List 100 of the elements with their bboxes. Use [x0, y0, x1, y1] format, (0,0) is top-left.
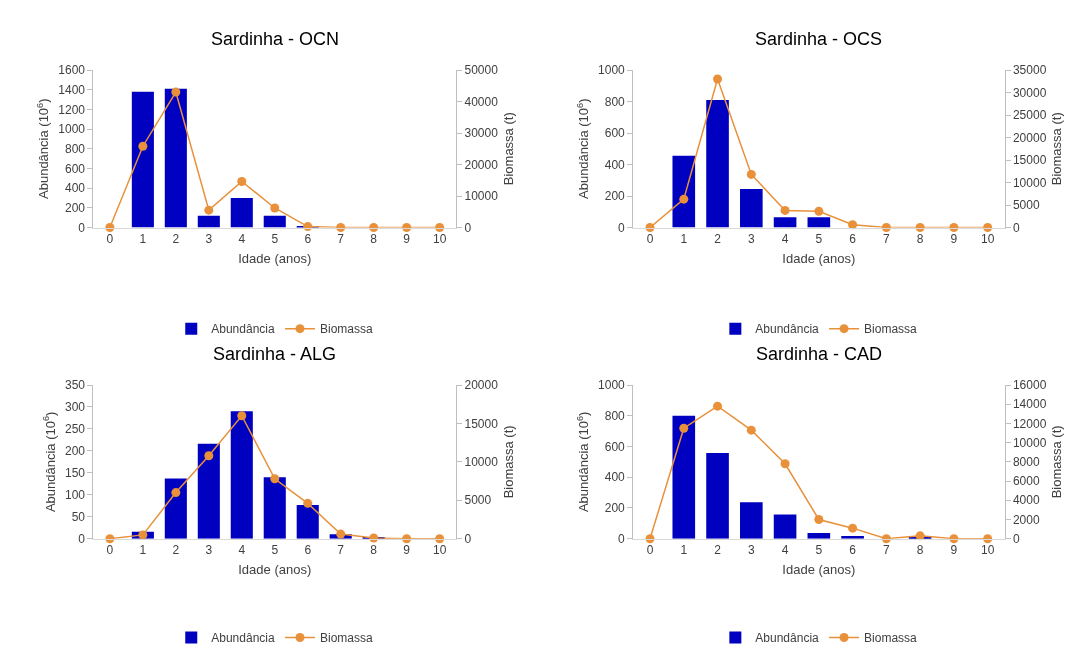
- y2-tick-label: 10000: [1012, 175, 1047, 190]
- y-tick-label: 100: [64, 488, 86, 502]
- y-tick-label: 400: [604, 157, 626, 172]
- y2-tick-label: 10000: [464, 189, 499, 204]
- x-tick-label: 2: [714, 543, 722, 558]
- y-tick-label: 1000: [598, 63, 626, 78]
- x-tick-label: 10: [980, 231, 995, 246]
- y2-tick-label: 35000: [1012, 63, 1047, 78]
- y2-tick-label: 2000: [1012, 512, 1040, 527]
- x-tick-label: 5: [271, 231, 279, 246]
- y2-tick-label: 20000: [464, 157, 499, 172]
- y-tick-label: 600: [604, 126, 626, 141]
- y2-tick-label: 14000: [1012, 397, 1047, 412]
- legend-label: Abundância: [211, 631, 275, 646]
- y-tick-label: 1200: [58, 102, 86, 117]
- y2-tick-label: 12000: [1012, 416, 1047, 431]
- x-tick-label: 1: [139, 231, 147, 246]
- x-tick-label: 2: [714, 231, 722, 246]
- x-tick-label: 6: [849, 543, 857, 558]
- y-tick-label: 300: [64, 400, 86, 415]
- x-tick-label: 0: [106, 543, 114, 558]
- x-tick-label: 10: [432, 543, 447, 558]
- y-tick-label: 200: [64, 201, 86, 216]
- x-tick-label: 9: [403, 543, 411, 558]
- x-tick-label: 3: [747, 231, 755, 246]
- legend-label: Biomassa: [319, 631, 373, 646]
- x-tick-label: 0: [106, 231, 114, 246]
- x-axis-title: Idade (anos): [238, 250, 312, 266]
- chart-title: Sardinha - OCN: [211, 29, 340, 49]
- y2-tick-label: 15000: [1012, 153, 1047, 168]
- x-tick-label: 10: [980, 543, 995, 558]
- y2-tick-label: 50000: [464, 63, 499, 78]
- y-tick-label: 600: [64, 161, 86, 176]
- x-tick-label: 5: [815, 231, 823, 246]
- x-tick-label: 8: [370, 543, 378, 558]
- y-tick-label: 600: [604, 439, 626, 454]
- x-tick-label: 8: [916, 543, 924, 558]
- x-tick-label: 9: [950, 543, 958, 558]
- legend-label: Abundância: [211, 322, 275, 337]
- y2-axis-title: Biomassa (t): [1049, 425, 1065, 499]
- y-tick-label: 250: [64, 422, 86, 437]
- x-tick-label: 2: [172, 231, 180, 246]
- legend-label: Biomassa: [319, 322, 373, 337]
- legend-label: Biomassa: [864, 322, 918, 337]
- x-tick-label: 0: [646, 543, 654, 558]
- y2-tick-label: 30000: [1012, 85, 1047, 100]
- y2-tick-label: 0: [464, 531, 472, 546]
- y-tick-label: 200: [64, 444, 86, 459]
- x-tick-label: 10: [432, 231, 447, 246]
- x-tick-label: 1: [680, 543, 688, 558]
- x-tick-label: 4: [238, 231, 246, 246]
- x-tick-label: 8: [916, 231, 924, 246]
- x-tick-label: 9: [403, 231, 411, 246]
- y-tick-label: 400: [64, 181, 86, 196]
- y2-tick-label: 0: [1012, 531, 1020, 546]
- y2-tick-label: 5000: [464, 493, 492, 508]
- y-tick-label: 1000: [58, 122, 86, 137]
- y-tick-label: 0: [618, 531, 626, 546]
- legend-label: Biomassa: [864, 631, 918, 646]
- y2-tick-label: 30000: [464, 126, 499, 141]
- y2-tick-label: 8000: [1012, 455, 1040, 470]
- y2-tick-label: 5000: [1012, 198, 1040, 213]
- y2-tick-label: 16000: [1012, 378, 1047, 393]
- y-tick-label: 0: [78, 220, 86, 235]
- y-tick-label: 0: [618, 220, 626, 235]
- x-tick-label: 6: [304, 231, 312, 246]
- x-tick-label: 5: [815, 543, 823, 558]
- y-tick-label: 350: [64, 378, 86, 393]
- y-tick-label: 200: [604, 189, 626, 204]
- legend-label: Abundância: [755, 322, 820, 337]
- y-tick-label: 200: [604, 501, 626, 516]
- y2-tick-label: 15000: [464, 416, 499, 431]
- y2-axis-title: Biomassa (t): [500, 112, 516, 186]
- y2-tick-label: 6000: [1012, 474, 1040, 489]
- y-tick-label: 1600: [58, 63, 86, 78]
- y2-tick-label: 20000: [1012, 130, 1047, 145]
- x-tick-label: 1: [680, 231, 688, 246]
- x-tick-label: 2: [172, 543, 180, 558]
- x-tick-label: 5: [271, 543, 279, 558]
- y2-tick-label: 4000: [1012, 493, 1040, 508]
- y2-tick-label: 20000: [464, 378, 499, 393]
- y-tick-label: 0: [78, 531, 86, 546]
- x-axis-title: Idade (anos): [782, 561, 856, 577]
- y2-tick-label: 40000: [464, 94, 499, 109]
- x-tick-label: 8: [370, 231, 378, 246]
- y-tick-label: 800: [604, 408, 626, 423]
- y2-tick-label: 10000: [1012, 435, 1047, 450]
- y-tick-label: 50: [71, 509, 86, 524]
- x-tick-label: 7: [337, 231, 345, 246]
- legend-label: Abundância: [755, 631, 820, 646]
- y-tick-label: 1000: [598, 378, 626, 393]
- x-tick-label: 3: [205, 543, 213, 558]
- x-tick-label: 4: [238, 543, 246, 558]
- chart-title: Sardinha - ALG: [213, 344, 337, 364]
- y2-tick-label: 10000: [464, 455, 499, 470]
- x-axis-title: Idade (anos): [782, 250, 856, 266]
- x-tick-label: 4: [781, 231, 789, 246]
- x-tick-label: 7: [883, 231, 891, 246]
- y-tick-label: 800: [604, 94, 626, 109]
- x-tick-label: 4: [781, 543, 789, 558]
